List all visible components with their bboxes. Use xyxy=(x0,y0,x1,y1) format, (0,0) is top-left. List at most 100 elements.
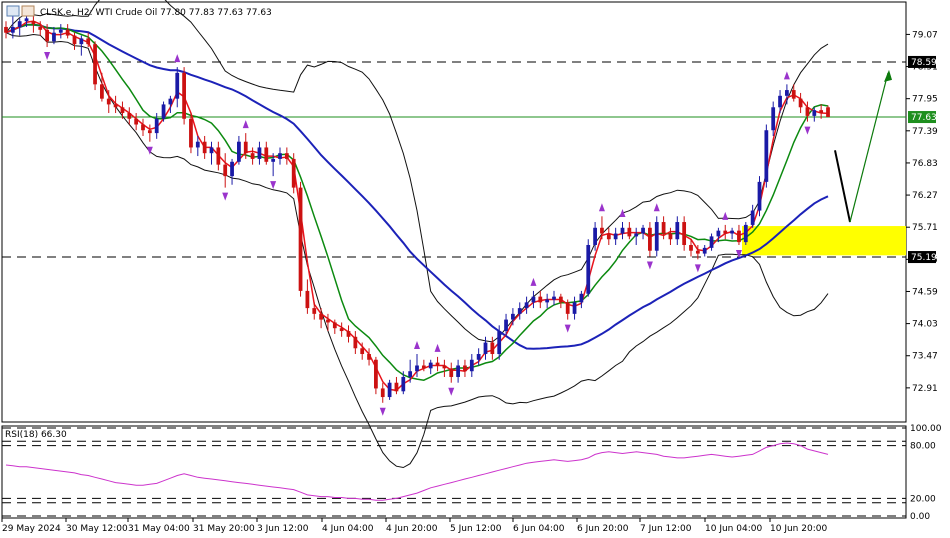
candle-body xyxy=(545,299,550,303)
candle-body xyxy=(271,158,276,162)
candle-body xyxy=(408,371,413,377)
main-plot-border xyxy=(1,1,907,423)
candle-body xyxy=(593,227,597,245)
candle-body xyxy=(538,296,543,303)
candle-body xyxy=(449,368,454,377)
chart-header: CLSK.e, H2: WTI Crude Oil 77.80 77.83 77… xyxy=(6,5,272,18)
price-tick-label: 76.27 xyxy=(912,191,938,201)
candle-body xyxy=(100,84,104,99)
candle-body xyxy=(86,38,91,45)
candle-body xyxy=(380,388,385,398)
fractal-down-icon xyxy=(804,126,811,135)
candle-body xyxy=(230,161,234,177)
candle-body xyxy=(476,354,481,360)
candle-body xyxy=(312,308,317,314)
candle-body xyxy=(332,322,337,329)
candle-body xyxy=(326,319,330,323)
time-tick-label: 29 May 2024 xyxy=(2,524,61,534)
time-tick-label: 31 May 04:00 xyxy=(128,524,190,534)
fractal-up-icon xyxy=(598,203,605,212)
candle-body xyxy=(682,222,687,245)
price-tick-label: 79.07 xyxy=(912,30,938,40)
candle-body xyxy=(764,130,769,182)
time-tick-label: 4 Jun 04:00 xyxy=(322,524,374,534)
price-tick-label: 76.83 xyxy=(912,159,938,169)
fractal-down-icon xyxy=(44,52,51,61)
candle-body xyxy=(374,359,378,389)
candle-body xyxy=(195,141,200,148)
candle-body xyxy=(586,244,591,294)
candle-body xyxy=(716,230,721,237)
candle-body xyxy=(648,227,652,251)
price-tick-label: 75.71 xyxy=(912,223,938,233)
candle-body xyxy=(743,224,748,243)
candle-body xyxy=(250,153,255,159)
candle-body xyxy=(52,32,56,42)
fractal-down-icon xyxy=(564,324,571,333)
candle-body xyxy=(209,147,214,154)
rsi-tick-label: 0.00 xyxy=(910,512,930,522)
candle-body xyxy=(421,365,426,369)
price-level-label: 78.59 xyxy=(911,58,937,68)
candle-body xyxy=(613,233,618,240)
candle-body xyxy=(771,107,776,131)
time-tick-label: 31 May 20:00 xyxy=(193,524,255,534)
candle-body xyxy=(702,247,707,254)
candle-body xyxy=(367,354,371,360)
candle-body xyxy=(17,21,22,27)
fractal-down-icon xyxy=(448,387,455,396)
candle-body xyxy=(428,362,433,369)
price-axis: 79.0778.5177.9577.3976.8376.2775.7175.15… xyxy=(906,30,938,394)
ma-long-line xyxy=(5,23,829,350)
candle-body xyxy=(93,44,97,85)
price-tick-label: 74.03 xyxy=(912,320,938,330)
candle-body xyxy=(483,342,488,355)
candle-body xyxy=(24,18,29,22)
rsi-plot-border xyxy=(1,425,907,519)
candle-body xyxy=(812,110,817,116)
candle-body xyxy=(305,290,310,309)
candle-body xyxy=(31,21,36,25)
candle-body xyxy=(579,293,584,303)
candle-body xyxy=(154,118,159,134)
candle-body xyxy=(737,230,741,243)
candle-body xyxy=(4,26,8,33)
fractal-up-icon xyxy=(619,209,626,218)
candle-body xyxy=(778,95,782,108)
forecast-up-line xyxy=(849,72,889,223)
chart-window-icon[interactable] xyxy=(6,5,20,17)
candle-body xyxy=(127,113,132,119)
price-level-box xyxy=(908,111,936,124)
fractal-up-icon xyxy=(434,343,441,352)
candle-body xyxy=(264,147,269,162)
candle-body xyxy=(415,365,419,372)
candle-body xyxy=(339,328,344,332)
candle-body xyxy=(558,296,563,303)
support-zone xyxy=(742,226,906,256)
candle-body xyxy=(189,118,193,148)
candle-body xyxy=(668,233,673,240)
candle-body xyxy=(606,233,611,240)
svg-text:CLSK.e, H2: WTI Crude Oil 77.: CLSK.e, H2: WTI Crude Oil 77.80 77.83 77… xyxy=(40,8,272,18)
candle-body xyxy=(757,181,762,211)
chart-settings-icon[interactable] xyxy=(21,5,35,17)
fractal-down-icon xyxy=(222,192,229,201)
rsi-tick-label: 80.00 xyxy=(910,442,936,452)
fractal-down-icon xyxy=(379,407,386,416)
candle-body xyxy=(10,26,15,33)
candle-body xyxy=(469,359,474,372)
candle-body xyxy=(456,365,460,377)
candle-body xyxy=(435,362,440,366)
candle-body xyxy=(791,90,796,99)
candle-body xyxy=(798,98,803,108)
price-tick-label: 73.47 xyxy=(912,352,938,362)
rsi-panel: RSI(18) 66.30 100.00 80.00 20.00 0.00 xyxy=(2,424,942,522)
candle-body xyxy=(826,107,830,118)
candle-body xyxy=(497,331,502,355)
price-level-label: 77.63 xyxy=(911,113,937,123)
forecast-arrows xyxy=(834,69,892,223)
candle-body xyxy=(695,250,700,254)
candle-body xyxy=(572,302,577,314)
candle-body xyxy=(661,222,666,234)
fractal-down-icon xyxy=(694,264,701,273)
